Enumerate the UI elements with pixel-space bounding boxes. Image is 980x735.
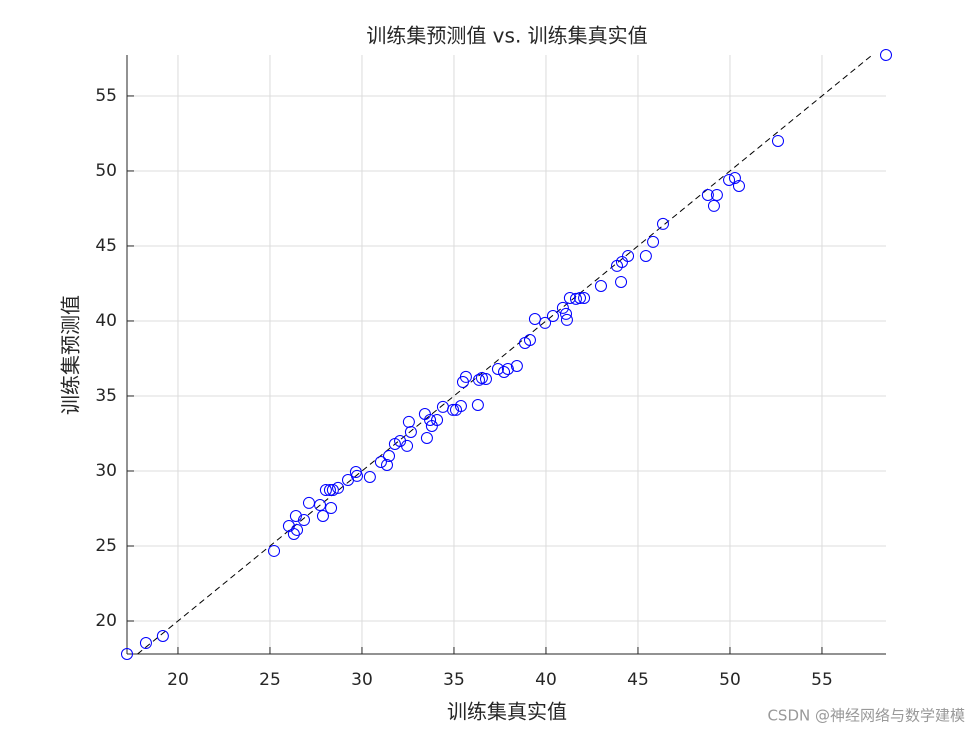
point [314,499,327,512]
x-tick-label: 45 [627,670,649,690]
chart-title: 训练集预测值 vs. 训练集真实值 [366,24,647,48]
reference-line [137,55,873,654]
x-tick-label: 40 [535,670,557,690]
point [732,179,745,192]
point [771,134,784,147]
point [374,455,387,468]
point [326,484,339,497]
point [656,217,669,230]
point [539,316,552,329]
point [319,484,332,497]
point [594,280,607,293]
point [707,199,720,212]
y-axis-label: 训练集预测值 [59,295,83,415]
point [139,637,152,650]
point [316,509,329,522]
y-tick-label: 25 [95,536,117,556]
point [569,292,582,305]
point [563,292,576,305]
point [449,403,462,416]
y-tick-label: 40 [95,311,117,331]
y-tick-label: 55 [95,86,117,106]
x-tick-label: 30 [351,670,373,690]
point [639,250,652,263]
point [560,307,573,320]
point [302,496,315,509]
x-tick-label: 20 [167,670,189,690]
point [556,301,569,314]
point [710,188,723,201]
point [268,544,281,557]
point [121,648,133,660]
point [701,188,714,201]
y-tick-label: 50 [95,161,117,181]
point [615,275,628,288]
point [289,509,302,522]
point [363,470,376,483]
point [498,365,511,378]
point [622,250,635,263]
point [578,292,591,305]
point [528,313,541,326]
point [380,458,393,471]
x-axis-label: 训练集真实值 [447,700,567,724]
y-tick-label: 20 [95,611,117,631]
point [323,484,336,497]
watermark: CSDN @神经网络与数学建模 [767,707,965,725]
point [574,292,587,305]
y-tick-label: 30 [95,461,117,481]
point [475,371,488,384]
point [472,373,485,386]
point [510,359,523,372]
x-tick-label: 25 [259,670,281,690]
point [156,629,169,642]
y-tick-label: 45 [95,236,117,256]
point [287,527,300,540]
point [491,362,504,375]
x-tick-label: 55 [811,670,833,690]
point [404,425,417,438]
point [447,403,460,416]
x-tick-label: 35 [443,670,465,690]
point [436,400,449,413]
point [728,172,741,185]
point [325,502,338,515]
point [383,449,396,462]
point [560,313,573,326]
point [420,431,433,444]
point [501,362,514,375]
point [471,398,484,411]
point [424,413,437,426]
point [479,373,492,386]
point [459,370,472,383]
point [880,49,892,61]
point [723,173,736,186]
point [402,415,415,428]
point [401,439,414,452]
point [332,481,345,494]
point [454,400,467,413]
point [291,523,304,536]
point [615,256,628,269]
x-tick-label: 50 [719,670,741,690]
point [647,235,660,248]
point [298,514,311,527]
y-tick-label: 35 [95,386,117,406]
point [546,310,559,323]
point [431,413,444,426]
point [351,469,363,482]
point [523,334,536,347]
